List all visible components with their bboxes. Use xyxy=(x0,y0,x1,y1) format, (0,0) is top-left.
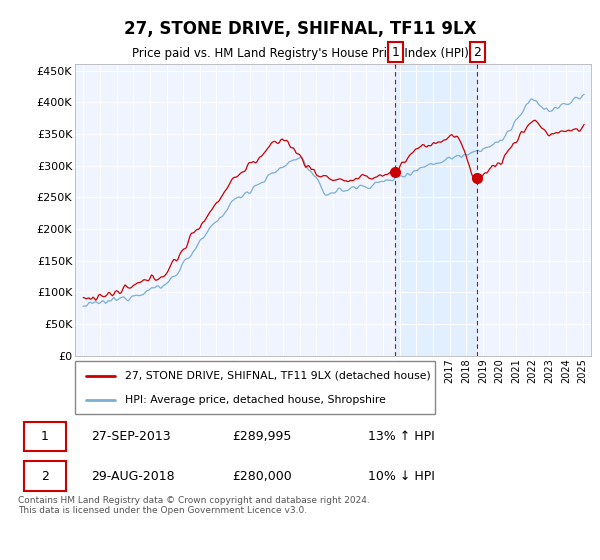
FancyBboxPatch shape xyxy=(23,422,66,451)
Text: 10% ↓ HPI: 10% ↓ HPI xyxy=(368,469,434,483)
Text: 1: 1 xyxy=(41,430,49,444)
Text: Contains HM Land Registry data © Crown copyright and database right 2024.
This d: Contains HM Land Registry data © Crown c… xyxy=(18,496,370,515)
Text: £280,000: £280,000 xyxy=(232,469,292,483)
Text: 27-SEP-2013: 27-SEP-2013 xyxy=(91,430,171,444)
Text: 2: 2 xyxy=(41,469,49,483)
Text: 13% ↑ HPI: 13% ↑ HPI xyxy=(368,430,434,444)
FancyBboxPatch shape xyxy=(75,361,435,414)
Text: HPI: Average price, detached house, Shropshire: HPI: Average price, detached house, Shro… xyxy=(125,395,386,405)
Text: £289,995: £289,995 xyxy=(232,430,292,444)
Text: 27, STONE DRIVE, SHIFNAL, TF11 9LX (detached house): 27, STONE DRIVE, SHIFNAL, TF11 9LX (deta… xyxy=(125,371,431,381)
Bar xyxy=(395,64,478,356)
Text: Price paid vs. HM Land Registry's House Price Index (HPI): Price paid vs. HM Land Registry's House … xyxy=(131,48,469,60)
Text: 1: 1 xyxy=(391,45,400,59)
Text: 29-AUG-2018: 29-AUG-2018 xyxy=(91,469,175,483)
Text: 2: 2 xyxy=(473,45,481,59)
FancyBboxPatch shape xyxy=(23,461,66,491)
Text: 27, STONE DRIVE, SHIFNAL, TF11 9LX: 27, STONE DRIVE, SHIFNAL, TF11 9LX xyxy=(124,20,476,38)
